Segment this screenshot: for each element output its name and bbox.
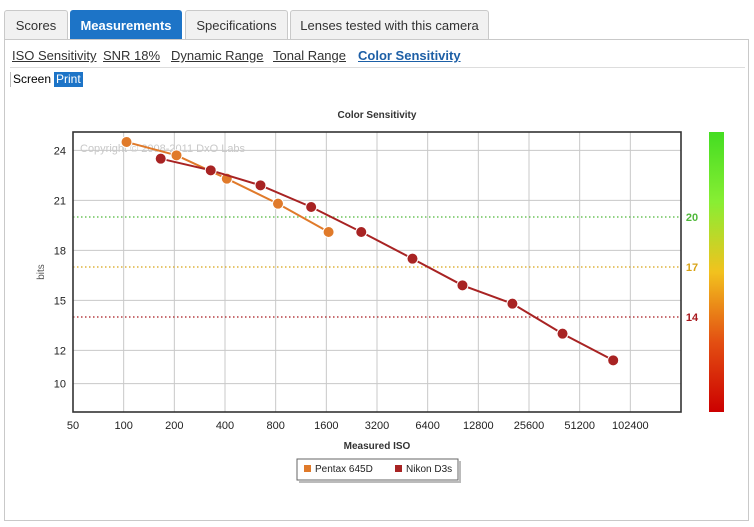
x-tick-label: 25600 <box>514 420 545 432</box>
data-point <box>406 252 419 265</box>
subnav-tonal-range[interactable]: Tonal Range <box>273 48 346 63</box>
data-point <box>607 354 620 367</box>
y-tick-label: 15 <box>54 295 66 307</box>
legend-shadow <box>299 481 461 483</box>
x-tick-label: 400 <box>216 420 234 432</box>
legend-shadow <box>459 461 461 481</box>
data-point <box>120 136 133 148</box>
chart-title: Color Sensitivity <box>338 110 417 121</box>
x-tick-label: 51200 <box>564 420 595 432</box>
x-tick-label: 6400 <box>415 420 439 432</box>
subnav-iso-sensitivity[interactable]: ISO Sensitivity <box>12 48 97 63</box>
data-point <box>272 197 285 210</box>
x-tick-label: 200 <box>165 420 183 432</box>
data-point <box>204 164 217 177</box>
tab-scores[interactable]: Scores <box>4 10 68 39</box>
tab-bar: Scores Measurements Specifications Lense… <box>4 10 752 40</box>
subnav-divider <box>10 67 745 68</box>
x-tick-label: 1600 <box>314 420 338 432</box>
tab-lenses-tested[interactable]: Lenses tested with this camera <box>290 10 489 39</box>
x-tick-label: 100 <box>114 420 132 432</box>
x-tick-label: 102400 <box>612 420 649 432</box>
legend-swatch <box>395 465 402 472</box>
x-tick-label: 3200 <box>365 420 389 432</box>
x-axis-title: Measured ISO <box>344 441 411 452</box>
y-axis-title: bits <box>36 264 47 280</box>
y-tick-label: 12 <box>54 345 66 357</box>
data-point <box>305 201 318 213</box>
reference-line-label: 20 <box>686 212 698 224</box>
reference-line-label: 17 <box>686 262 698 274</box>
y-tick-label: 10 <box>54 379 66 391</box>
legend-box <box>296 458 459 481</box>
data-point <box>170 149 183 162</box>
tab-measurements[interactable]: Measurements <box>70 10 182 39</box>
subnav-color-sensitivity[interactable]: Color Sensitivity <box>358 48 461 63</box>
x-tick-label: 12800 <box>463 420 494 432</box>
reference-line-label: 14 <box>686 312 699 324</box>
y-tick-label: 21 <box>54 195 66 207</box>
watermark-text: Copyright © 2008-2011 DxO Labs <box>80 143 246 155</box>
data-point <box>154 152 167 165</box>
data-point <box>506 297 519 310</box>
data-point <box>254 179 267 192</box>
x-tick-label: 50 <box>67 420 79 432</box>
data-point <box>355 226 368 238</box>
series-line <box>160 157 614 362</box>
data-point <box>556 327 569 340</box>
data-point <box>456 279 469 292</box>
subnav-snr-18[interactable]: SNR 18% <box>103 48 161 63</box>
legend: Pentax 645D Nikon D3s <box>296 458 461 483</box>
y-tick-label: 18 <box>54 245 66 257</box>
mode-print-button[interactable]: Print <box>54 72 83 87</box>
plot-border <box>72 131 682 413</box>
y-tick-label: 24 <box>54 145 66 157</box>
legend-entry: Pentax 645D <box>315 464 373 475</box>
legend-swatch <box>304 465 311 472</box>
colorbar <box>709 132 724 412</box>
legend-entry: Nikon D3s <box>406 464 452 475</box>
subnav-dynamic-range[interactable]: Dynamic Range <box>171 48 264 63</box>
data-point <box>322 226 335 238</box>
x-tick-label: 800 <box>266 420 284 432</box>
mode-screen-button[interactable]: Screen <box>10 72 53 87</box>
tab-specifications[interactable]: Specifications <box>185 10 288 39</box>
